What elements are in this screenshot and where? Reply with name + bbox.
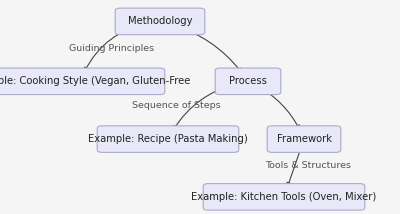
Text: Example: Cooking Style (Vegan, Gluten-Free: Example: Cooking Style (Vegan, Gluten-Fr… [0, 76, 190, 86]
Text: Example: Recipe (Pasta Making): Example: Recipe (Pasta Making) [88, 134, 248, 144]
FancyBboxPatch shape [203, 184, 365, 210]
FancyBboxPatch shape [0, 68, 165, 95]
FancyBboxPatch shape [267, 126, 341, 152]
FancyArrowPatch shape [257, 86, 299, 129]
FancyArrowPatch shape [174, 83, 238, 130]
FancyBboxPatch shape [97, 126, 239, 152]
FancyArrowPatch shape [170, 24, 242, 72]
Text: Process: Process [229, 76, 267, 86]
Text: Tools & Structures: Tools & Structures [265, 161, 351, 170]
FancyArrowPatch shape [84, 23, 150, 71]
Text: Sequence of Steps: Sequence of Steps [132, 101, 220, 110]
FancyArrowPatch shape [287, 148, 301, 187]
FancyBboxPatch shape [115, 8, 205, 35]
FancyBboxPatch shape [215, 68, 281, 95]
Text: Methodology: Methodology [128, 16, 192, 26]
Text: Guiding Principles: Guiding Principles [70, 44, 154, 53]
Text: Example: Kitchen Tools (Oven, Mixer): Example: Kitchen Tools (Oven, Mixer) [191, 192, 377, 202]
Text: Framework: Framework [276, 134, 332, 144]
